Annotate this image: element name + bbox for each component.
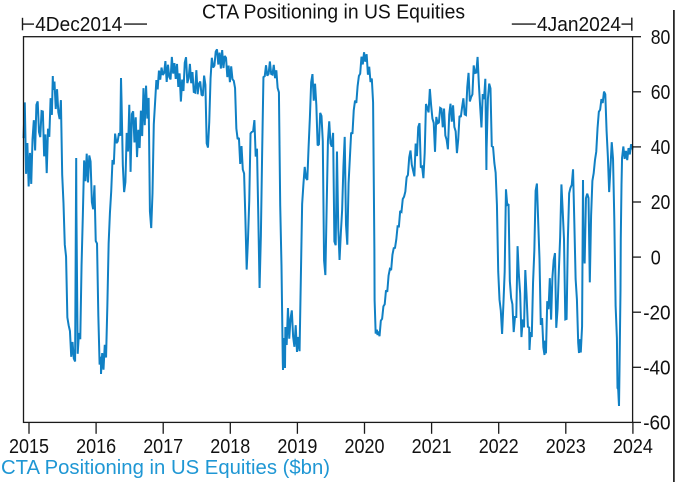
- svg-text:2021: 2021: [412, 436, 452, 458]
- svg-text:-60: -60: [643, 413, 670, 435]
- svg-text:CTA Positioning in US Equities: CTA Positioning in US Equities ($bn): [1, 457, 330, 479]
- svg-text:2017: 2017: [143, 436, 183, 458]
- svg-text:2016: 2016: [76, 436, 116, 458]
- svg-text:40: 40: [651, 137, 671, 159]
- svg-text:2018: 2018: [210, 436, 250, 458]
- svg-text:60: 60: [651, 82, 671, 104]
- svg-text:20: 20: [651, 192, 671, 214]
- svg-text:4Dec2014: 4Dec2014: [35, 14, 122, 36]
- svg-text:-40: -40: [643, 358, 670, 380]
- svg-text:2019: 2019: [277, 436, 317, 458]
- svg-text:CTA Positioning in US Equities: CTA Positioning in US Equities: [202, 2, 465, 24]
- svg-text:80: 80: [651, 27, 671, 49]
- svg-text:2015: 2015: [9, 436, 49, 458]
- svg-text:4Jan2024: 4Jan2024: [537, 14, 621, 36]
- svg-text:2020: 2020: [345, 436, 385, 458]
- svg-text:2023: 2023: [546, 436, 586, 458]
- svg-text:2022: 2022: [479, 436, 519, 458]
- svg-text:0: 0: [651, 247, 661, 269]
- svg-text:-20: -20: [643, 302, 670, 324]
- svg-text:2024: 2024: [613, 436, 653, 458]
